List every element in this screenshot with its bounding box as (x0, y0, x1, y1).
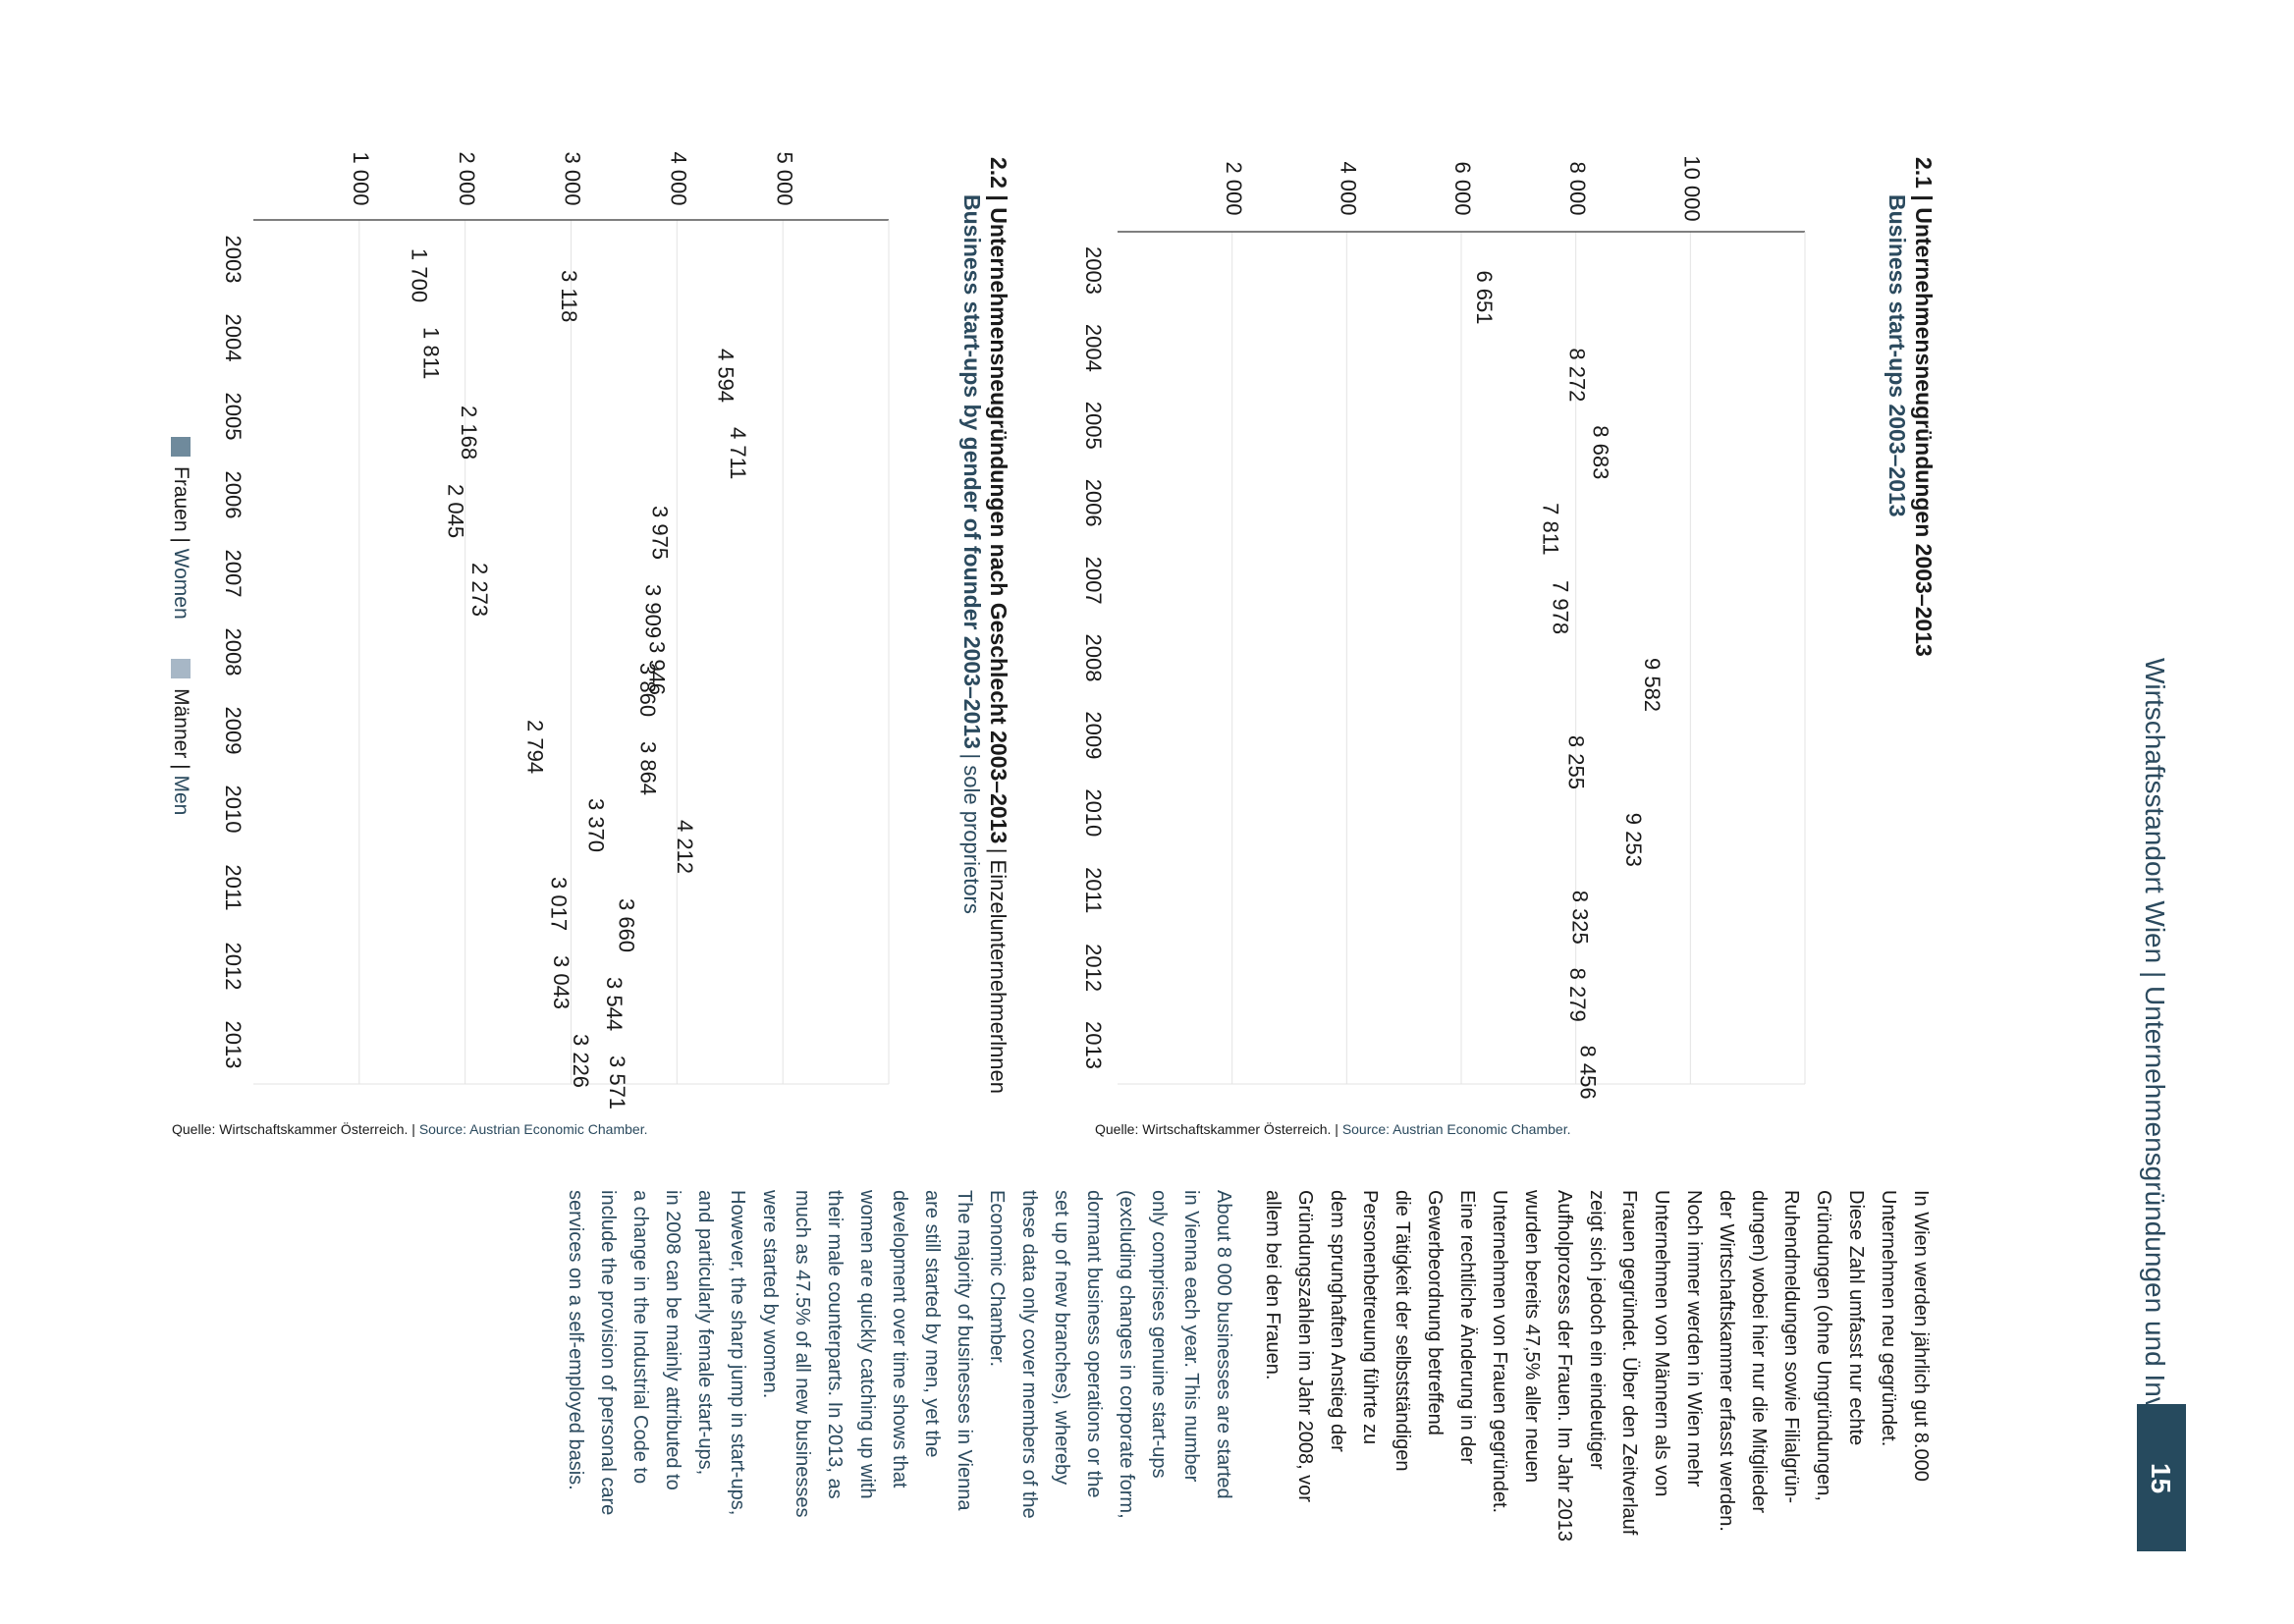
data-label: 3 118 (557, 270, 581, 322)
x-tick-label: 8 000 (1565, 161, 1590, 215)
data-label: 2 273 (467, 563, 492, 617)
data-label: 3 226 (569, 1034, 593, 1088)
x-tick-label: 2 000 (455, 151, 479, 205)
data-label: 3 909 (641, 584, 666, 638)
data-label: 2 168 (457, 406, 481, 460)
data-label: 8 255 (1564, 735, 1589, 789)
data-label: 3 860 (635, 663, 660, 717)
page-number-box (2137, 1404, 2186, 1551)
data-label: 7 978 (1548, 580, 1572, 634)
data-label: 8 272 (1565, 348, 1590, 402)
x-tick-label: 3 000 (561, 151, 585, 205)
data-label: 9 582 (1640, 658, 1665, 712)
category-label: 2006 (221, 471, 246, 519)
category-label: 2005 (221, 393, 246, 441)
x-tick-label: 2 000 (1222, 161, 1246, 215)
category-label: 2011 (221, 864, 246, 910)
category-label: 2005 (1081, 402, 1106, 450)
x-tick-label: 10 000 (1680, 155, 1705, 221)
data-label: 3 043 (549, 955, 574, 1009)
data-label: 8 325 (1568, 891, 1593, 945)
category-label: 2011 (1081, 867, 1106, 913)
data-label: 3 864 (636, 741, 661, 795)
data-label: 2 045 (444, 484, 468, 538)
chart2: 1 000 2 000 3 000 4 000 5 000 2003 1 700 3 118 2… (221, 151, 890, 1110)
chart2-source-de: Quelle: Wirtschaftskammer Österreich. | (172, 1121, 415, 1137)
data-label: 4 212 (673, 820, 697, 874)
data-label: 3 946 (645, 641, 670, 695)
category-label: 2010 (221, 785, 246, 834)
category-label: 2007 (221, 550, 246, 598)
data-label: 8 279 (1565, 968, 1590, 1022)
data-label: 3 975 (648, 506, 673, 560)
chart1-source: Quelle: Wirtschaftskammer Österreich. | … (1095, 1121, 1570, 1137)
data-label: 3 544 (602, 977, 627, 1031)
data-label: 1 811 (418, 327, 443, 379)
category-label: 2007 (1081, 557, 1106, 605)
x-tick-label: 4 000 (667, 151, 691, 205)
data-label: 8 456 (1575, 1046, 1600, 1100)
data-label: 3 017 (546, 877, 571, 931)
category-label: 2008 (1081, 634, 1106, 682)
data-label: 3 660 (615, 898, 639, 952)
data-label: 6 651 (1472, 270, 1497, 324)
data-label: 4 594 (713, 349, 737, 403)
category-label: 2013 (221, 1021, 246, 1069)
category-label: 2010 (1081, 788, 1106, 837)
chart1: 2 000 4 000 6 000 8 000 10 000 2003 6 651 2004 8… (1081, 155, 1806, 1100)
data-label: 7 811 (1539, 503, 1563, 555)
x-tick-label: 5 000 (772, 151, 796, 205)
category-label: 2008 (221, 628, 246, 677)
x-tick-label: 1 000 (349, 151, 373, 205)
category-label: 2009 (221, 707, 246, 755)
category-label: 2012 (1081, 944, 1106, 992)
chart2-source: Quelle: Wirtschaftskammer Österreich. | … (172, 1121, 647, 1137)
category-label: 2003 (1081, 246, 1106, 295)
chart1-source-en: Source: Austrian Economic Chamber. (1341, 1121, 1571, 1137)
data-label: 9 253 (1621, 813, 1646, 867)
category-label: 2013 (1081, 1021, 1106, 1069)
chart2-source-en: Source: Austrian Economic Chamber. (418, 1121, 648, 1137)
chart1-source-de: Quelle: Wirtschaftskammer Österreich. | (1095, 1121, 1338, 1137)
x-tick-label: 6 000 (1450, 161, 1475, 215)
data-label: 3 370 (583, 798, 608, 852)
category-label: 2003 (221, 236, 246, 284)
category-label: 2004 (221, 314, 246, 362)
data-label: 8 683 (1589, 425, 1613, 479)
data-label: 1 700 (407, 248, 431, 302)
data-label: 3 571 (605, 1056, 629, 1110)
data-label: 2 794 (522, 720, 547, 774)
x-tick-label: 4 000 (1337, 161, 1361, 215)
category-label: 2004 (1081, 324, 1106, 372)
category-label: 2012 (221, 943, 246, 991)
category-label: 2009 (1081, 711, 1106, 759)
data-label: 4 711 (726, 427, 750, 479)
category-label: 2006 (1081, 479, 1106, 527)
